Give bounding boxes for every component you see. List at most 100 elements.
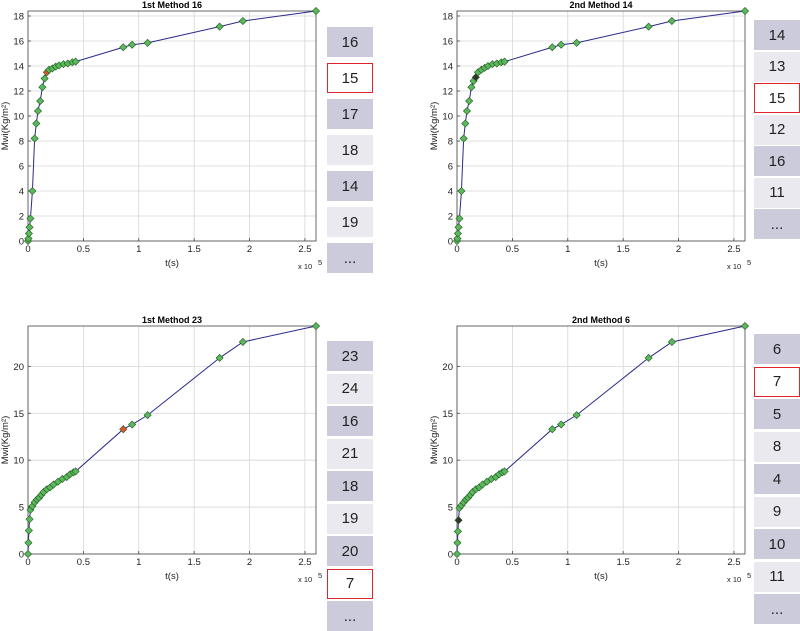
grid-lines — [456, 326, 745, 555]
data-point — [215, 22, 224, 31]
grid-lines — [27, 326, 316, 555]
data-point — [143, 38, 152, 47]
x-multiplier-label: x 10 — [727, 575, 741, 584]
list-item[interactable]: 11 — [754, 177, 800, 208]
x-multiplier-exponent: 5 — [747, 258, 751, 267]
data-point — [25, 515, 34, 524]
y-tick-label: 18 — [442, 12, 453, 23]
list-item[interactable]: 23 — [327, 341, 373, 371]
list-item-selected[interactable]: 15 — [754, 83, 800, 113]
y-tick-label: 12 — [13, 87, 24, 98]
list-item[interactable]: ... — [327, 601, 373, 631]
list-item[interactable]: 11 — [754, 561, 800, 592]
data-point — [30, 134, 39, 143]
x-tick-label: 0.5 — [506, 557, 519, 568]
list-item[interactable]: 20 — [327, 536, 373, 566]
plot-frame — [456, 10, 746, 242]
data-point — [452, 549, 462, 559]
data-point — [24, 526, 33, 535]
series-markers — [452, 321, 750, 559]
list-item[interactable]: 8 — [754, 431, 800, 462]
data-point — [24, 229, 33, 238]
list-item-selected[interactable]: 7 — [327, 568, 373, 599]
x-tick-label: 1.5 — [188, 557, 201, 568]
data-point — [500, 467, 509, 476]
data-point — [40, 74, 49, 83]
list-item[interactable]: 19 — [327, 503, 373, 534]
y-tick-label: 16 — [442, 37, 453, 48]
data-point — [238, 337, 247, 346]
data-point — [23, 549, 33, 559]
list-item[interactable]: 16 — [327, 27, 373, 57]
data-point — [557, 40, 566, 49]
y-tick-label: 20 — [442, 362, 453, 373]
x-tick-label: 1 — [136, 244, 141, 255]
data-point — [26, 214, 35, 223]
x-tick-label: 1 — [565, 557, 570, 568]
data-point-highlighted — [119, 425, 128, 434]
series-markers — [23, 6, 321, 246]
x-tick-label: 0.5 — [77, 244, 90, 255]
y-tick-label: 15 — [13, 409, 24, 420]
plot-frame — [27, 10, 317, 242]
data-point — [459, 134, 468, 143]
data-point — [453, 538, 462, 547]
list-item[interactable]: 17 — [327, 99, 373, 129]
y-tick-label: 18 — [13, 12, 24, 23]
x-multiplier-label: x 10 — [298, 262, 312, 271]
data-point — [548, 43, 557, 52]
list-item[interactable]: 21 — [327, 438, 373, 469]
list-item[interactable]: 12 — [754, 114, 800, 145]
data-point — [667, 337, 676, 346]
y-tick-label: 16 — [13, 37, 24, 48]
list-item[interactable]: ... — [327, 243, 373, 273]
x-axis-label: t(s) — [165, 571, 179, 582]
x-axis-label: t(s) — [594, 571, 608, 582]
x-multiplier-exponent: 5 — [747, 571, 751, 580]
grid-lines — [27, 11, 316, 242]
list-item[interactable]: 14 — [327, 171, 373, 201]
series-markers — [452, 6, 750, 246]
x-tick-label: 0 — [454, 244, 459, 255]
list-item[interactable]: 24 — [327, 373, 373, 404]
x-tick-label: 1.5 — [617, 557, 630, 568]
data-point — [557, 420, 566, 429]
list-item[interactable]: 10 — [754, 529, 800, 559]
list-item-selected[interactable]: 7 — [754, 366, 800, 397]
data-point — [453, 229, 462, 238]
list-item[interactable]: ... — [754, 594, 800, 624]
list-item[interactable]: 6 — [754, 334, 800, 364]
y-tick-label: 10 — [13, 456, 24, 467]
data-point — [572, 411, 581, 420]
x-multiplier-label: x 10 — [298, 575, 312, 584]
y-tick-label: 5 — [448, 503, 453, 514]
list-item[interactable]: 19 — [327, 207, 373, 237]
list-item[interactable]: 14 — [754, 20, 800, 50]
list-item[interactable]: 18 — [327, 135, 373, 165]
x-tick-label: 0.5 — [506, 244, 519, 255]
x-tick-label: 1 — [565, 244, 570, 255]
list-item[interactable]: 13 — [754, 51, 800, 82]
list-item[interactable]: ... — [754, 209, 800, 239]
data-point — [462, 106, 471, 116]
y-tick-label: 6 — [448, 162, 453, 173]
y-tick-label: 4 — [19, 187, 24, 198]
data-point — [311, 6, 321, 16]
list-item[interactable]: 18 — [327, 471, 373, 501]
y-tick-label: 20 — [13, 362, 24, 373]
data-point — [548, 425, 557, 434]
list-item[interactable]: 9 — [754, 496, 800, 527]
list-item[interactable]: 4 — [754, 464, 800, 494]
y-tick-label: 10 — [442, 112, 453, 123]
list-item[interactable]: 16 — [327, 406, 373, 436]
data-point — [32, 119, 41, 128]
data-point — [36, 96, 45, 106]
list-item-selected[interactable]: 15 — [327, 63, 373, 93]
list-item[interactable]: 5 — [754, 399, 800, 429]
data-point — [71, 467, 80, 476]
data-point — [461, 119, 470, 128]
list-item[interactable]: 16 — [754, 146, 800, 176]
